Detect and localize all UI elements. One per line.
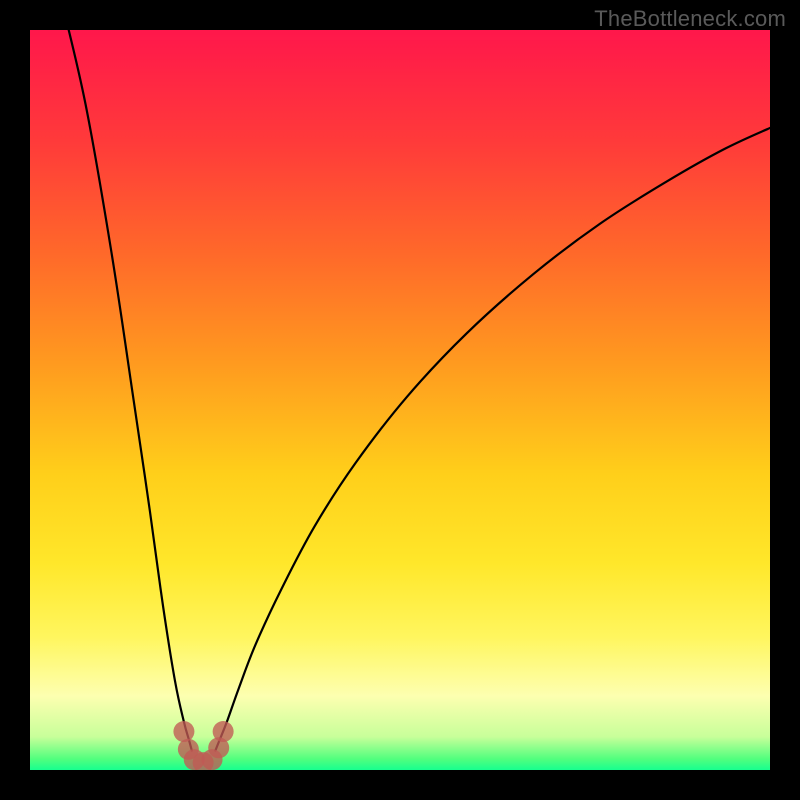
chart-frame: TheBottleneck.com — [0, 0, 800, 800]
plot-svg — [30, 30, 770, 770]
plot-area — [30, 30, 770, 770]
gradient-background — [30, 30, 770, 770]
watermark-text: TheBottleneck.com — [594, 6, 786, 32]
